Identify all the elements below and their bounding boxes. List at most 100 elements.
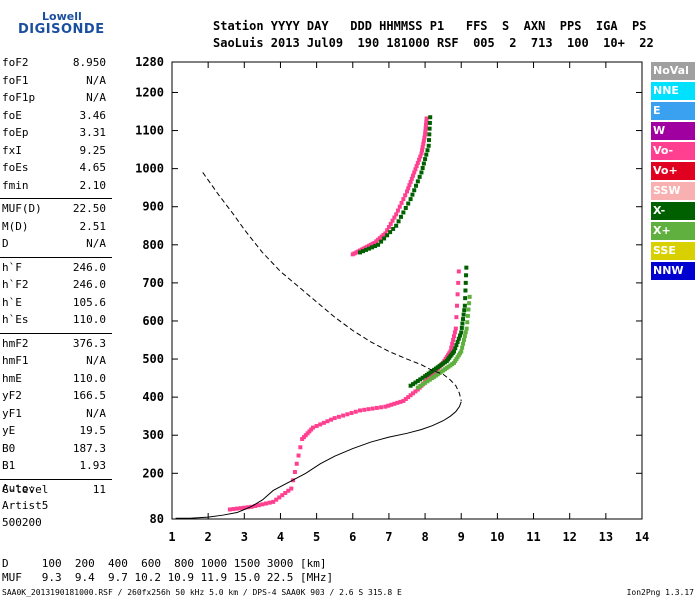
- trace-point: [424, 152, 429, 157]
- trace-point: [461, 338, 466, 343]
- param-row: h`Es 110.0: [0, 313, 112, 331]
- trace-point: [417, 174, 422, 179]
- param-value: 110.0: [72, 313, 106, 326]
- param-row: yF2 166.5: [0, 389, 112, 407]
- x-tick-label: 7: [385, 530, 392, 544]
- x-tick-label: 11: [526, 530, 540, 544]
- param-row: h`F2 246.0: [0, 278, 112, 296]
- trace-point: [321, 420, 326, 425]
- x-tick-label: 8: [421, 530, 428, 544]
- trace-point: [376, 242, 381, 247]
- param-name: hmF2: [2, 336, 29, 350]
- trace-point: [398, 399, 403, 404]
- param-name: foEs: [2, 161, 29, 174]
- trace-point: [467, 294, 472, 299]
- param-row: D N/A: [0, 237, 112, 255]
- trace-point: [401, 398, 406, 403]
- param-row: fxI 9.25: [0, 144, 112, 162]
- x-tick-label: 2: [205, 530, 212, 544]
- trace-point: [448, 349, 453, 354]
- legend-item: E: [651, 102, 695, 120]
- trace-point: [289, 486, 294, 491]
- trace-point: [345, 412, 350, 417]
- trace-point: [362, 407, 367, 412]
- param-value: 3.31: [79, 126, 107, 139]
- trace-point: [341, 413, 346, 418]
- trace-point: [417, 157, 422, 162]
- x-tick-label: 6: [349, 530, 356, 544]
- trace-point: [399, 200, 404, 205]
- trace-point: [421, 161, 426, 166]
- param-value: N/A: [86, 91, 106, 104]
- trace-point: [396, 219, 401, 224]
- trace-point: [370, 406, 375, 411]
- trace-point: [412, 170, 417, 175]
- trace-point: [385, 233, 390, 238]
- digisonde-logo: Lowell DIGISONDE: [6, 6, 116, 46]
- trace-point: [311, 425, 315, 430]
- trace-point: [388, 230, 393, 235]
- trace-point: [358, 408, 362, 413]
- trace-point: [424, 116, 429, 121]
- param-value: 166.5: [72, 389, 106, 402]
- trace-point: [401, 210, 406, 215]
- trace-point: [413, 167, 418, 172]
- trace-point: [391, 226, 396, 231]
- trace-point: [394, 212, 399, 217]
- trace-point: [370, 245, 375, 250]
- param-value: 11: [92, 482, 106, 496]
- muf-row: MUF 9.3 9.4 9.7 10.2 10.9 11.9 15.0 22.5…: [2, 571, 334, 584]
- param-row: hmE 110.0: [0, 372, 112, 390]
- trace-point: [394, 223, 399, 228]
- trace-point: [418, 377, 423, 382]
- x-tick-label: 3: [241, 530, 248, 544]
- trace-point: [253, 503, 258, 508]
- trace-point: [466, 307, 471, 312]
- param-value: 2.51: [79, 219, 107, 233]
- param-name: hmE: [2, 371, 22, 385]
- trace-point: [382, 236, 387, 241]
- legend-item: X-: [651, 202, 695, 220]
- trace-point: [423, 157, 428, 162]
- trace-point: [415, 378, 420, 383]
- y-tick-label: 300: [142, 428, 164, 442]
- trace-point: [426, 143, 431, 148]
- trace-point: [421, 138, 426, 143]
- auto-program: Artist5: [2, 499, 49, 512]
- x-tick-label: 13: [599, 530, 613, 544]
- param-name: yE: [2, 424, 16, 437]
- trace-point: [408, 179, 413, 184]
- trace-point: [390, 218, 395, 223]
- param-row: B1 1.93: [0, 459, 112, 477]
- trace-point: [256, 503, 261, 508]
- trace-point: [424, 119, 429, 124]
- trace-point: [423, 380, 428, 385]
- param-separator: [0, 256, 112, 258]
- param-separator: [0, 198, 112, 199]
- trace-point: [452, 334, 456, 339]
- station-header: Station YYYY DAY DDD HHMMSS P1 FFS S AXN…: [213, 18, 654, 52]
- muf-distance-table: D 100 200 400 600 800 1000 1500 3000 [km…: [2, 557, 333, 585]
- y-tick-label: 200: [142, 466, 164, 480]
- trace-point: [423, 126, 428, 131]
- trace-point: [280, 493, 285, 498]
- param-row: yF1 N/A: [0, 407, 112, 425]
- param-value: 2.10: [79, 178, 107, 192]
- trace-point: [455, 292, 460, 297]
- trace-point: [389, 402, 394, 407]
- trace-point: [451, 338, 456, 343]
- trace-point: [420, 382, 425, 387]
- trace-point: [411, 391, 416, 396]
- trace-point: [405, 189, 409, 194]
- trace-point: [332, 416, 337, 421]
- param-value: N/A: [86, 237, 106, 250]
- trace-point: [398, 214, 403, 219]
- trace-point: [455, 339, 460, 344]
- trace-point: [408, 383, 413, 388]
- y-tick-label: 1000: [135, 162, 164, 176]
- param-value: N/A: [86, 73, 106, 87]
- trace-point: [425, 379, 430, 384]
- legend-item: Vo-: [651, 142, 695, 160]
- trace-point: [413, 389, 418, 394]
- trace-point: [296, 453, 301, 458]
